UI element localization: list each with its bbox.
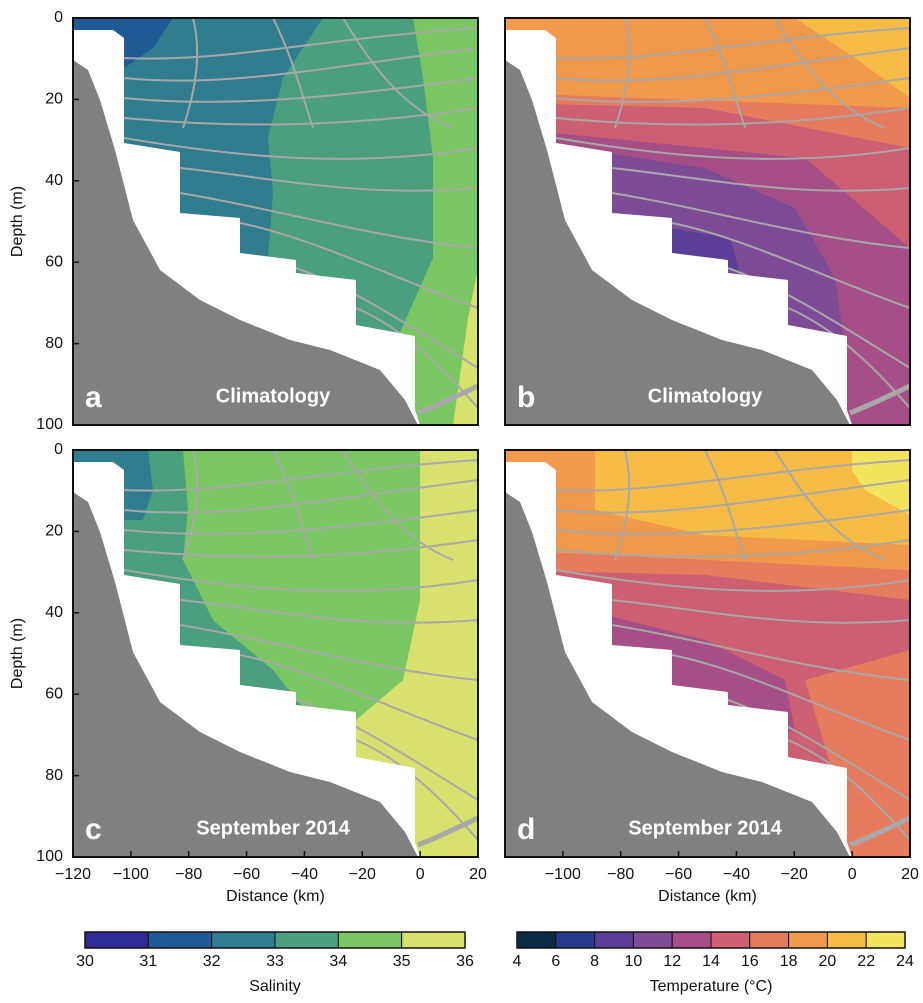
colorbar-segment [337,931,403,949]
colorbar-tick-label: 30 [76,953,94,970]
contour-region [805,650,910,857]
y-tick-label: 60 [45,685,63,702]
contour-region [795,18,910,98]
panel-letter: b [517,381,535,414]
colorbar-frame [516,931,906,949]
colorbar-tick-label: 32 [203,953,221,970]
x-tick-label: 0 [848,866,857,883]
panel-frame [504,17,911,426]
colorbar-tick-label: 14 [702,953,720,970]
colorbar-segment [594,931,634,949]
colorbar-segment [274,931,339,949]
x-tick-label: −20 [349,866,376,883]
panel-frame [72,17,479,426]
colorbar-tick-label: 18 [780,953,798,970]
panel-d-field [505,450,910,857]
x-tick-label: −100 [113,866,149,883]
colorbar-segment [401,931,466,949]
colorbar-label: Temperature (°C) [650,978,773,995]
y-tick-label: 0 [54,441,63,458]
colorbar-segment [516,931,557,949]
panel-letter: c [85,813,102,846]
x-tick-label: 20 [901,866,919,883]
y-tick-label: 60 [45,253,63,270]
panel-frame [504,449,911,858]
panel-b-field [505,18,910,425]
colorbar-segment [671,931,712,949]
contour-region [505,18,910,108]
y-tick-label: 20 [45,91,63,108]
colorbar-segment [147,931,213,949]
colorbar-tick-label: 33 [266,953,284,970]
x-tick-label: −60 [233,866,260,883]
colorbar-tick-label: 16 [741,953,759,970]
colorbar-tick-label: 8 [590,953,599,970]
y-tick-label: 40 [45,172,63,189]
x-tick-label: −120 [55,866,91,883]
x-tick-label: −80 [175,866,202,883]
y-tick-label: 100 [36,416,63,433]
colorbar-tick-label: 12 [663,953,681,970]
colorbar-segment [710,931,751,949]
y-tick-label: 0 [54,9,63,26]
x-tick-label: −60 [665,866,692,883]
contour-region [595,450,910,545]
colorbar-segment [865,931,906,949]
x-axis-label: Distance (km) [658,888,757,905]
x-tick-label: −40 [291,866,318,883]
x-tick-label: 20 [469,866,487,883]
panel-a-field [73,18,478,425]
panel-title: September 2014 [628,817,782,839]
x-tick-label: 0 [416,866,425,883]
y-tick-label: 40 [45,604,63,621]
colorbar-tick-label: 35 [393,953,411,970]
colorbar-tick-label: 6 [551,953,560,970]
contour-region [852,450,910,515]
colorbar-segment [211,931,276,949]
colorbar-label: Salinity [249,978,301,995]
x-tick-label: −80 [607,866,634,883]
panel-letter: d [517,813,535,846]
y-tick-label: 80 [45,767,63,784]
colorbar-frame [84,931,466,949]
y-axis-label: Depth (m) [9,618,26,689]
colorbar-segment [826,931,867,949]
colorbar-tick-label: 31 [139,953,157,970]
colorbar-segment [84,931,149,949]
x-tick-label: −40 [723,866,750,883]
panel-c-field [73,450,478,857]
contour-region [373,18,478,425]
panel-letter: a [85,381,102,414]
colorbar-tick-label: 34 [329,953,347,970]
panel-title: Climatology [216,385,331,407]
x-tick-label: −100 [545,866,581,883]
x-tick-label: −20 [781,866,808,883]
colorbar-segment [749,931,790,949]
colorbar-tick-label: 22 [857,953,875,970]
colorbar-tick-label: 10 [625,953,643,970]
y-tick-label: 100 [36,848,63,865]
panel-frame [72,449,479,858]
colorbar-tick-label: 36 [456,953,474,970]
panel-title: Climatology [648,385,763,407]
colorbar-tick-label: 24 [896,953,914,970]
colorbar-segment [632,931,673,949]
colorbar-tick-label: 4 [513,953,522,970]
x-axis-label: Distance (km) [226,888,325,905]
colorbar-segment [788,931,828,949]
panel-title: September 2014 [196,817,350,839]
y-tick-label: 20 [45,523,63,540]
contour-region [453,268,478,425]
y-tick-label: 80 [45,335,63,352]
colorbar-segment [555,931,596,949]
y-axis-label: Depth (m) [9,186,26,257]
colorbar-tick-label: 20 [819,953,837,970]
